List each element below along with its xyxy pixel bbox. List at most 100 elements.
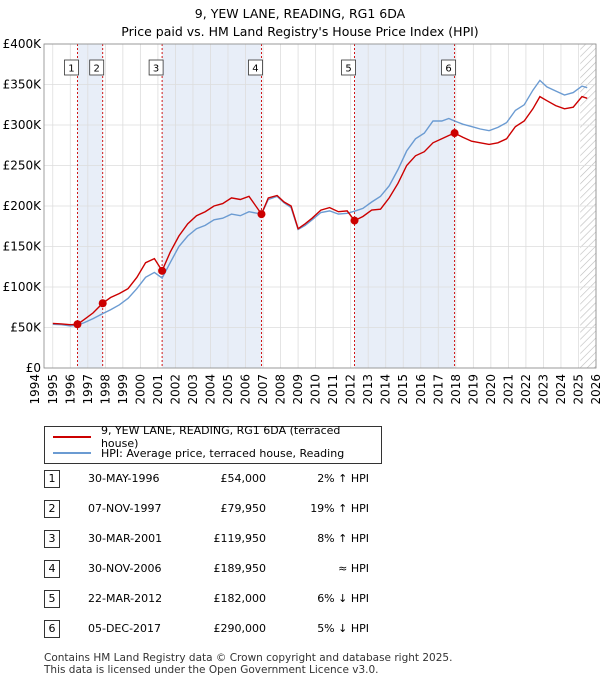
transaction-point <box>350 216 359 225</box>
x-tick-label: 1997 <box>81 374 95 405</box>
table-row: 3 30-MAR-2001 £119,950 8% ↑ HPI <box>44 530 384 548</box>
y-tick-label: £400K <box>3 37 43 51</box>
plot-frame <box>43 43 597 369</box>
y-tick-label: £0 <box>26 361 41 375</box>
x-tick-label: 2016 <box>414 374 428 405</box>
x-tick-label: 2001 <box>151 374 165 405</box>
price-line-swatch <box>53 436 91 438</box>
x-tick-label: 2021 <box>501 374 515 405</box>
x-tick-label: 1994 <box>28 374 42 405</box>
x-tick-label: 2013 <box>361 374 375 405</box>
x-tick-label: 2002 <box>168 374 182 405</box>
transaction-hpi-diff: 2% ↑ HPI <box>317 472 369 485</box>
legend-price-label: 9, YEW LANE, READING, RG1 6DA (terraced … <box>100 424 341 450</box>
transaction-label-box <box>148 59 164 76</box>
transaction-label-box <box>341 59 356 76</box>
x-tick-label: 2019 <box>466 374 480 405</box>
transaction-date: 30-MAR-2001 <box>88 532 163 545</box>
transaction-hpi-diff: 6% ↓ HPI <box>317 592 369 605</box>
x-tick-label: 2022 <box>519 374 533 405</box>
table-row: 5 22-MAR-2012 £182,000 6% ↓ HPI <box>44 590 384 608</box>
x-tick-label: 2026 <box>589 374 600 405</box>
transaction-label: 3 <box>153 64 159 75</box>
y-tick-label: £350K <box>3 78 43 92</box>
transaction-point <box>257 210 266 219</box>
x-tick-label: 1995 <box>46 374 60 405</box>
x-tick-label: 2006 <box>239 374 253 405</box>
transaction-number-badge: 5 <box>44 590 60 608</box>
transaction-number-badge: 3 <box>44 530 60 548</box>
x-tick-label: 2020 <box>484 374 498 405</box>
transaction-date: 05-DEC-2017 <box>88 622 162 635</box>
x-tick-label: 2015 <box>396 374 410 405</box>
transaction-point <box>98 299 107 308</box>
transaction-label: 6 <box>445 64 451 75</box>
y-tick-label: £300K <box>3 118 43 132</box>
transaction-price: £290,000 <box>213 622 267 635</box>
x-tick-label: 2017 <box>431 374 445 405</box>
transaction-label-box <box>64 59 79 76</box>
y-tick-label: £50K <box>10 321 42 335</box>
transaction-hpi-diff: ≈ HPI <box>338 562 369 575</box>
x-tick-label: 2003 <box>186 374 200 405</box>
y-tick-label: £200K <box>3 199 43 213</box>
transaction-hpi-diff: 5% ↓ HPI <box>317 622 369 635</box>
transaction-date: 22-MAR-2012 <box>88 592 163 605</box>
x-tick-label: 2007 <box>256 374 270 405</box>
x-tick-label: 2024 <box>554 374 568 405</box>
transaction-date: 07-NOV-1997 <box>88 502 162 515</box>
transaction-label-box <box>441 59 456 76</box>
transaction-label: 4 <box>252 64 258 75</box>
y-tick-label: £100K <box>3 280 43 294</box>
footer-copyright: Contains HM Land Registry data © Crown c… <box>44 652 453 664</box>
price-series-line <box>52 95 588 326</box>
x-tick-label: 2023 <box>536 374 550 405</box>
transaction-number-badge: 4 <box>44 560 60 578</box>
table-row: 2 07-NOV-1997 £79,950 19% ↑ HPI <box>44 500 384 518</box>
transaction-price: £189,950 <box>213 562 267 575</box>
x-tick-label: 1996 <box>63 374 77 405</box>
transaction-price: £119,950 <box>213 532 267 545</box>
x-tick-label: 1998 <box>98 374 112 405</box>
x-tick-label: 2004 <box>203 374 217 405</box>
x-tick-label: 1999 <box>116 374 130 405</box>
legend-item-hpi: HPI: Average price, terraced house, Read… <box>53 445 344 461</box>
transaction-number-badge: 2 <box>44 500 60 518</box>
transaction-label-box <box>248 59 263 76</box>
transaction-point <box>158 266 167 275</box>
table-row: 6 05-DEC-2017 £290,000 5% ↓ HPI <box>44 620 384 638</box>
x-tick-label: 2000 <box>133 374 147 405</box>
table-row: 4 30-NOV-2006 £189,950 ≈ HPI <box>44 560 384 578</box>
transaction-number-badge: 1 <box>44 470 60 488</box>
legend: 9, YEW LANE, READING, RG1 6DA (terraced … <box>44 424 382 464</box>
transaction-point <box>450 129 459 138</box>
y-tick-label: £250K <box>3 159 43 173</box>
transaction-point <box>73 320 82 329</box>
x-tick-label: 2018 <box>449 374 463 405</box>
y-tick-label: £150K <box>3 240 43 254</box>
transaction-hpi-diff: 19% ↑ HPI <box>310 502 369 515</box>
x-tick-label: 2011 <box>326 374 340 405</box>
transaction-label: 2 <box>94 64 100 75</box>
legend-item-price: 9, YEW LANE, READING, RG1 6DA (terraced … <box>53 424 381 450</box>
transaction-label: 1 <box>68 64 74 75</box>
transaction-hpi-diff: 8% ↑ HPI <box>317 532 369 545</box>
hpi-line-swatch <box>53 452 91 454</box>
x-tick-label: 2010 <box>309 374 323 405</box>
transaction-label: 5 <box>345 64 351 75</box>
footer-licence: This data is licensed under the Open Gov… <box>44 664 379 676</box>
price-chart: 1 2 3 4 5 6 £0 £50K £100K £150K £200K £250K £300K £35… <box>3 37 600 405</box>
x-tick-label: 2025 <box>571 374 585 405</box>
x-tick-label: 2005 <box>221 374 235 405</box>
chart-title: 9, YEW LANE, READING, RG1 6DA <box>194 6 406 21</box>
chart-subtitle: Price paid vs. HM Land Registry's House … <box>121 24 479 39</box>
table-row: 1 30-MAY-1996 £54,000 2% ↑ HPI <box>44 470 384 488</box>
x-tick-label: 2014 <box>379 374 393 405</box>
transaction-date: 30-MAY-1996 <box>88 472 160 485</box>
transaction-label-box <box>89 59 105 76</box>
legend-hpi-label: HPI: Average price, terraced house, Read… <box>101 446 345 460</box>
x-tick-label: 2012 <box>344 374 358 405</box>
transaction-price: £182,000 <box>213 592 267 605</box>
hpi-series-line <box>52 79 588 327</box>
transaction-price: £54,000 <box>220 472 267 485</box>
